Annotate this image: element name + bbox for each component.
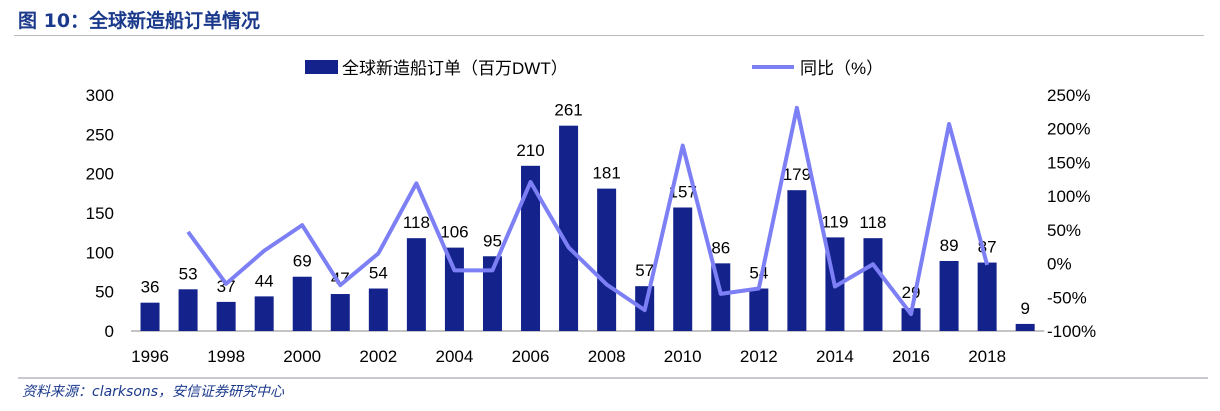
bar-data-label: 54: [369, 264, 388, 283]
bar-2006: [521, 165, 541, 331]
bar-2018: [977, 262, 997, 331]
bar-data-label: 179: [783, 165, 811, 184]
source-note: 资料来源：clarksons，安信证券研究中心: [22, 384, 285, 400]
right-tick-label: 0%: [1047, 255, 1072, 274]
bar-1998: [216, 301, 236, 331]
bar-data-label: 9: [1020, 299, 1029, 318]
bar-1999: [254, 296, 274, 331]
x-tick-label: 1998: [207, 347, 245, 366]
bar-data-label: 261: [554, 101, 582, 120]
x-tick-label: 2000: [283, 347, 321, 366]
x-tick-label: 2002: [359, 347, 397, 366]
bar-2007: [559, 125, 579, 332]
left-tick-label: 300: [86, 86, 114, 105]
bar-2008: [597, 188, 617, 331]
bar-2003: [406, 238, 426, 331]
x-tick-label: 2008: [588, 347, 626, 366]
legend-bar-swatch: [305, 60, 338, 74]
legend-line-label: 同比（%）: [800, 59, 883, 78]
legend-bar-label: 全球新造船订单（百万DWT）: [342, 59, 568, 78]
bar-1996: [140, 302, 160, 331]
right-tick-label: 50%: [1047, 221, 1081, 240]
x-tick-label: 2010: [664, 347, 702, 366]
bar-2004: [444, 247, 464, 331]
bar-data-label: 89: [940, 236, 959, 255]
bar-2010: [673, 207, 693, 331]
bar-data-label: 210: [516, 141, 544, 160]
bar-data-label: 118: [403, 213, 430, 232]
left-tick-label: 250: [86, 125, 114, 144]
title-divider: [14, 35, 1204, 36]
bar-data-label: 53: [179, 264, 198, 283]
left-tick-label: 0: [105, 322, 114, 341]
left-tick-label: 150: [86, 204, 114, 223]
bar-2000: [292, 276, 312, 331]
figure-title: 图 10：全球新造船订单情况: [18, 10, 261, 32]
right-tick-label: 250%: [1047, 86, 1090, 105]
source-divider: [18, 377, 1208, 379]
right-tick-label: 150%: [1047, 153, 1090, 172]
right-tick-label: -50%: [1047, 288, 1087, 307]
bar-2013: [787, 190, 807, 331]
bar-data-label: 106: [440, 223, 468, 242]
bar-data-label: 157: [669, 182, 697, 201]
x-tick-label: 1996: [131, 347, 169, 366]
bar-data-label: 181: [592, 164, 620, 183]
right-tick-label: 100%: [1047, 187, 1090, 206]
bar-data-label: 44: [255, 271, 274, 290]
x-tick-label: 2018: [968, 347, 1006, 366]
bar-2016: [901, 308, 921, 331]
bar-2001: [330, 294, 350, 331]
yoy-line: [186, 105, 990, 317]
right-tick-label: -100%: [1047, 322, 1096, 341]
right-tick-label: 200%: [1047, 120, 1090, 139]
bar-data-label: 36: [141, 278, 160, 297]
x-tick-label: 2004: [436, 347, 474, 366]
bar-data-label: 95: [483, 231, 502, 250]
bar-data-label: 119: [821, 212, 848, 231]
bar-2012: [749, 288, 769, 331]
bar-data-label: 86: [711, 238, 730, 257]
bar-2019: [1015, 323, 1035, 331]
x-tick-label: 2012: [740, 347, 778, 366]
bar-2002: [368, 288, 388, 331]
bar-2017: [939, 260, 959, 331]
left-tick-label: 100: [86, 243, 114, 262]
bar-2015: [863, 238, 883, 331]
bar-data-label: 118: [859, 213, 886, 232]
bar-data-label: 57: [635, 261, 654, 280]
bar-1997: [178, 289, 198, 331]
bar-2005: [482, 256, 502, 331]
left-tick-label: 200: [86, 165, 114, 184]
x-tick-label: 2014: [816, 347, 854, 366]
left-tick-label: 50: [95, 283, 114, 302]
x-tick-label: 2006: [512, 347, 550, 366]
x-tick-label: 2016: [892, 347, 930, 366]
bar-data-label: 69: [293, 252, 312, 271]
